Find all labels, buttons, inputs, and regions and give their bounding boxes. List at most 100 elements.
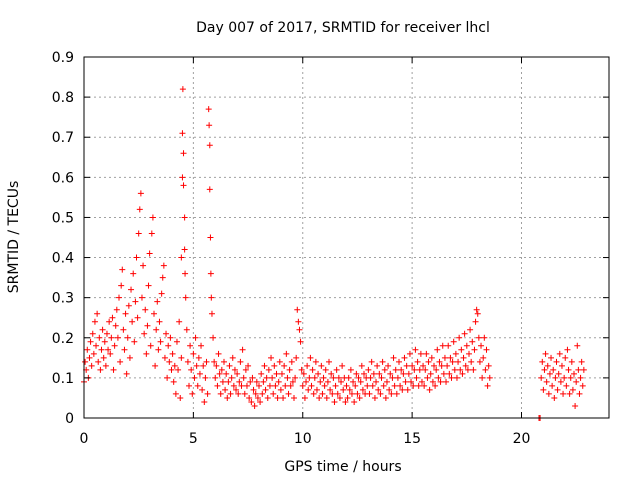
data-point [179, 86, 186, 93]
data-point [334, 390, 341, 397]
data-point [180, 150, 187, 157]
data-point [228, 374, 235, 381]
data-point [263, 374, 270, 381]
data-point [328, 370, 335, 377]
data-point [468, 358, 475, 365]
data-point [280, 394, 287, 401]
data-point [205, 106, 212, 113]
data-point [480, 354, 487, 361]
data-point [319, 390, 326, 397]
data-point [276, 358, 283, 365]
data-point [471, 346, 478, 353]
data-point [329, 390, 336, 397]
y-tick-label: 0.7 [52, 130, 74, 146]
data-point [149, 214, 156, 221]
data-point [410, 382, 417, 389]
data-point [478, 342, 485, 349]
data-point [560, 390, 567, 397]
data-point [264, 394, 271, 401]
data-point [235, 390, 242, 397]
data-point [136, 206, 143, 213]
data-point [332, 382, 339, 389]
data-point [224, 394, 231, 401]
data-point [391, 382, 398, 389]
data-point [365, 366, 372, 373]
data-point [120, 326, 127, 333]
data-point [198, 342, 205, 349]
data-point [564, 346, 571, 353]
data-point [300, 370, 307, 377]
data-point [541, 366, 548, 373]
data-point [182, 270, 189, 277]
data-point [555, 370, 562, 377]
data-point [202, 374, 209, 381]
data-point [218, 366, 225, 373]
data-point [190, 350, 197, 357]
y-tick-label: 0.9 [52, 50, 74, 66]
data-point [401, 354, 408, 361]
data-point [353, 370, 360, 377]
data-point [576, 390, 583, 397]
data-point [420, 362, 427, 369]
data-point [571, 370, 577, 377]
data-point [222, 386, 229, 393]
data-point [170, 378, 177, 385]
data-point [386, 386, 393, 393]
data-point [556, 350, 563, 357]
data-point [348, 390, 355, 397]
data-point [292, 374, 299, 381]
chart-title: Day 007 of 2017, SRMTID for receiver lhc… [196, 20, 490, 36]
data-point [346, 386, 353, 393]
data-point [192, 334, 199, 341]
data-point [567, 374, 574, 381]
data-point [278, 370, 285, 377]
data-point [469, 338, 476, 345]
data-point [402, 378, 409, 385]
data-point [311, 374, 318, 381]
data-point [368, 358, 375, 365]
data-point [554, 386, 561, 393]
data-point [160, 262, 167, 269]
data-point [580, 366, 587, 373]
data-point [393, 390, 400, 397]
data-point [403, 362, 410, 369]
data-point [544, 362, 551, 369]
data-point [440, 370, 447, 377]
data-point [545, 390, 552, 397]
data-point [284, 374, 291, 381]
data-point [286, 366, 293, 373]
data-point [129, 318, 136, 325]
data-point [361, 370, 367, 377]
y-tick-label: 0.1 [52, 371, 74, 387]
x-tick-label: 5 [189, 431, 198, 447]
data-point [347, 366, 354, 373]
data-point [443, 378, 450, 385]
x-tick-labels: 0 5 10 15 20 [80, 431, 531, 447]
data-point [297, 338, 304, 345]
data-point [548, 354, 555, 361]
data-point [307, 354, 314, 361]
data-point [396, 358, 402, 365]
data-point [212, 374, 219, 381]
data-point [333, 366, 340, 373]
data-point [200, 362, 207, 369]
data-point [112, 322, 119, 329]
data-point [274, 394, 281, 401]
data-point [484, 382, 491, 389]
data-point [234, 370, 241, 377]
data-point [291, 394, 297, 401]
data-point [387, 370, 394, 377]
x-tick-label: 10 [294, 431, 312, 447]
data-point [437, 378, 444, 385]
data-point [366, 390, 373, 397]
data-point [422, 366, 429, 373]
data-point [569, 386, 576, 393]
data-point [542, 350, 549, 357]
data-point [549, 382, 556, 389]
grid-lines [84, 57, 609, 418]
data-point [179, 130, 186, 137]
data-point [373, 378, 380, 385]
data-point [131, 338, 138, 345]
data-point [215, 350, 222, 357]
data-point [326, 358, 332, 365]
